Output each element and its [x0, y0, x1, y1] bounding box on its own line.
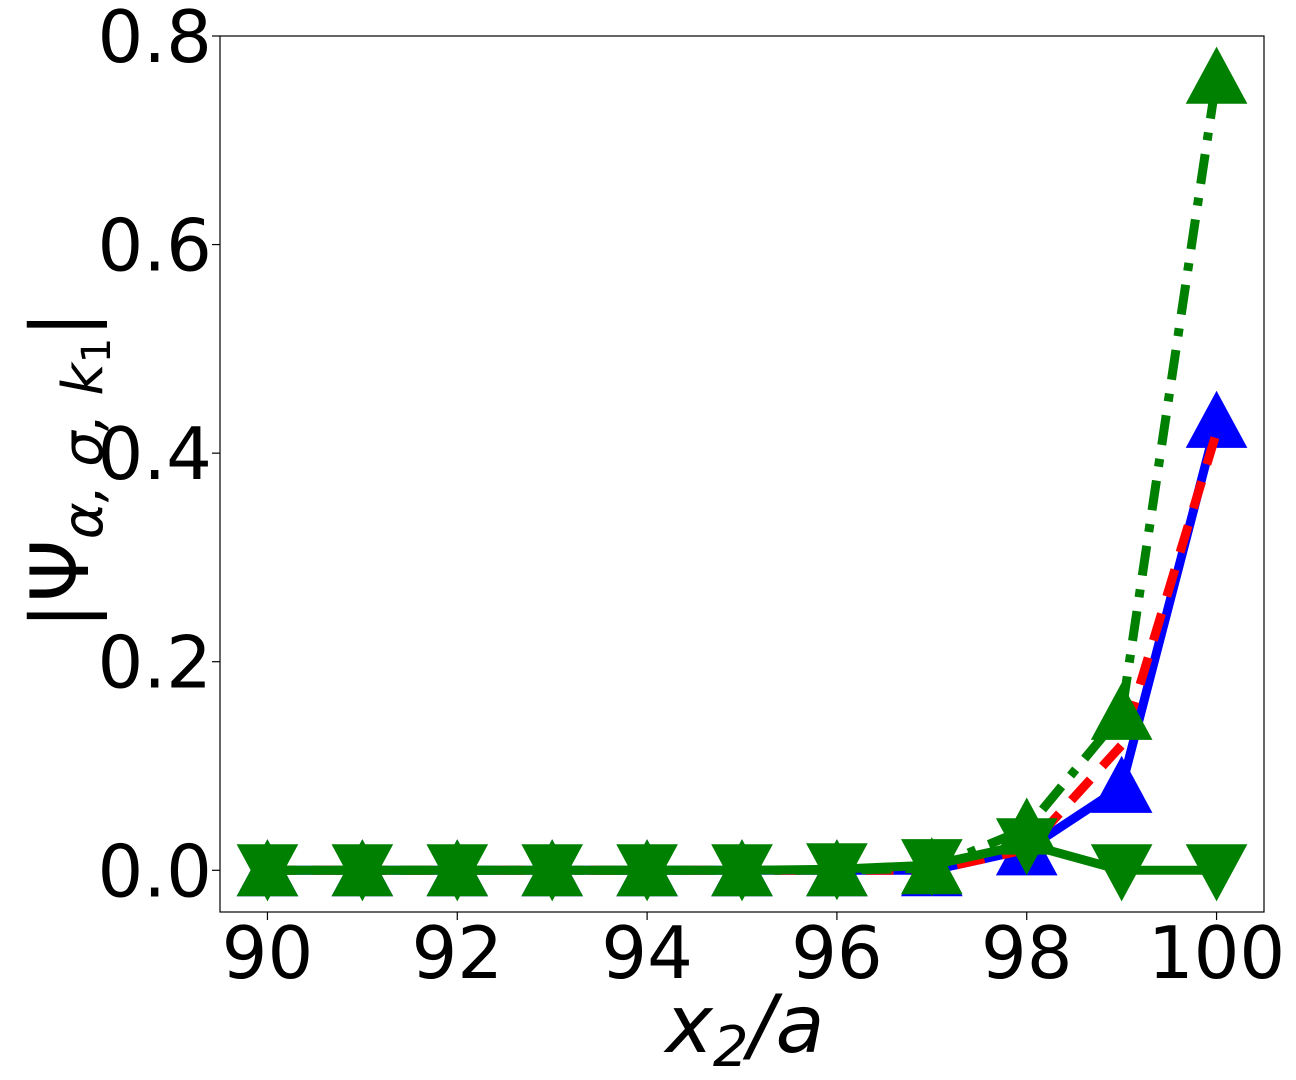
y-axis-label: |Ψα, σ, k1| [14, 311, 120, 629]
axis-ticks [212, 35, 1218, 920]
y-tick-label: 0.0 [97, 829, 212, 913]
plot-frame [219, 35, 1265, 913]
data-point [1185, 844, 1248, 902]
data-point [236, 844, 299, 902]
series-line [267, 77, 1221, 875]
data-point [711, 844, 773, 902]
series-line [267, 430, 1221, 875]
x-tick-label: 96 [791, 911, 883, 995]
y-tick-label: 0.2 [97, 621, 212, 705]
data-point [806, 843, 868, 901]
x-tick-label: 92 [411, 911, 503, 995]
x-axis-label: x2/a [663, 978, 825, 1080]
data-point [521, 844, 584, 902]
data-point [1185, 46, 1248, 104]
series-3 [236, 46, 1248, 897]
x-tick-label: 98 [981, 911, 1073, 995]
tick-labels: 90 92 94 96 98 100 0.0 0.2 0.4 0.6 0.8 [97, 0, 1285, 995]
data-point [616, 844, 678, 902]
data-point [331, 844, 394, 902]
y-tick-label: 0.8 [97, 0, 212, 79]
data-point [1090, 844, 1153, 902]
y-tick-label: 0.6 [97, 204, 212, 288]
series-2 [267, 430, 1221, 875]
data-point [1090, 755, 1153, 813]
data-point [426, 844, 489, 902]
data-point [1090, 682, 1153, 740]
plot-content [236, 46, 1248, 902]
data-point [900, 839, 963, 897]
series-line [267, 420, 1221, 875]
x-tick-label: 90 [222, 911, 314, 995]
x-tick-label: 100 [1148, 911, 1285, 995]
series-1 [236, 390, 1248, 897]
x-tick-label: 94 [601, 911, 693, 995]
y-tick-label: 0.4 [97, 412, 212, 496]
series-4 [236, 818, 1248, 902]
data-point [995, 818, 1058, 876]
